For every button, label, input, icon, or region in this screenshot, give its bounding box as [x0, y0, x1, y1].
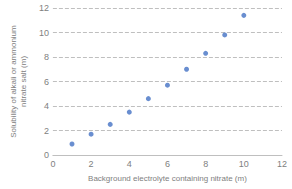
svg-text:Background electrolyte contain: Background electrolyte containing nitrat…: [88, 174, 247, 183]
svg-text:4: 4: [127, 159, 132, 169]
svg-text:12: 12: [39, 3, 49, 13]
svg-text:2: 2: [44, 126, 49, 136]
svg-text:0: 0: [50, 159, 55, 169]
svg-text:12: 12: [277, 159, 287, 169]
svg-text:8: 8: [44, 52, 49, 62]
svg-text:6: 6: [165, 159, 170, 169]
svg-text:6: 6: [44, 77, 49, 87]
svg-text:nitrate salt (m): nitrate salt (m): [19, 56, 28, 107]
svg-text:0: 0: [44, 150, 49, 160]
svg-text:10: 10: [39, 28, 49, 38]
svg-text:8: 8: [203, 159, 208, 169]
svg-text:4: 4: [44, 101, 49, 111]
svg-text:2: 2: [89, 159, 94, 169]
svg-text:Solubility of alkali or ammoni: Solubility of alkali or ammonium: [9, 25, 18, 138]
svg-text:10: 10: [239, 159, 249, 169]
